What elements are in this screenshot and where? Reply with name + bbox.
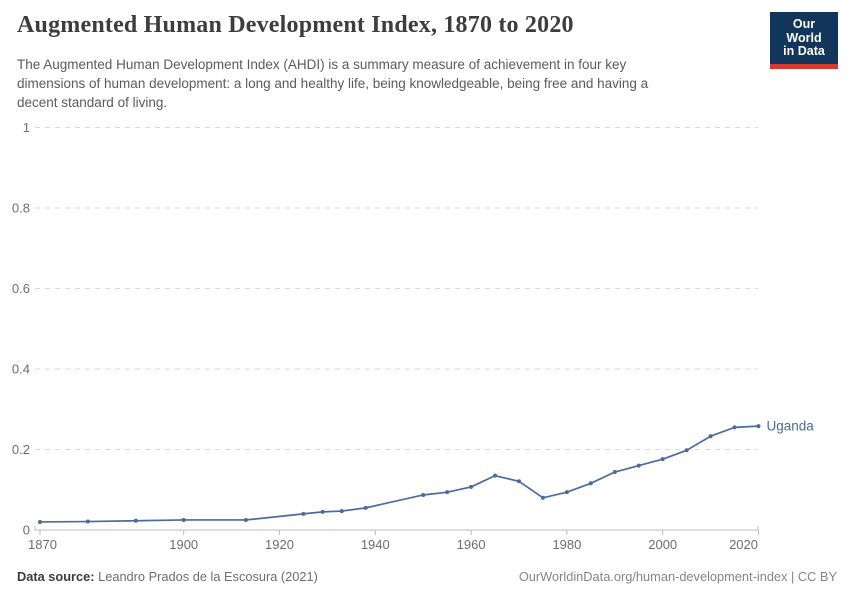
data-point: [243, 517, 248, 522]
data-point: [133, 518, 138, 523]
data-point: [564, 490, 569, 495]
data-point: [684, 448, 689, 453]
data-source-value: Leandro Prados de la Escosura (2021): [94, 569, 318, 584]
y-axis-label: 0.8: [12, 201, 30, 216]
data-point: [320, 509, 325, 514]
chart-subtitle: The Augmented Human Development Index (A…: [17, 55, 737, 112]
x-axis-label: 2020: [729, 537, 758, 552]
owid-url-link[interactable]: OurWorldinData.org/human-development-ind…: [518, 569, 837, 584]
data-point: [85, 519, 90, 524]
data-source-label: Data source:: [17, 569, 95, 584]
data-source: Data source: Leandro Prados de la Escosu…: [17, 569, 318, 584]
data-point: [445, 490, 450, 495]
owid-logo[interactable]: Our World in Data: [770, 12, 838, 69]
data-point: [588, 481, 593, 486]
data-point: [363, 505, 368, 510]
x-axis-label: 2000: [648, 537, 677, 552]
x-axis-label: 1900: [169, 537, 198, 552]
data-point: [732, 425, 737, 430]
data-line: [39, 425, 760, 523]
data-point: [636, 463, 641, 468]
y-axis-label: 0: [23, 523, 30, 538]
x-axis-label: 1960: [457, 537, 486, 552]
data-point: [181, 517, 186, 522]
subtitle-line: dimensions of human development: a long …: [17, 76, 649, 91]
data-point: [493, 473, 498, 478]
y-axis-label: 0.4: [12, 362, 30, 377]
data-point: [660, 457, 665, 462]
owid-logo-line1: Our World: [786, 17, 822, 45]
y-axis-label: 0.6: [12, 281, 30, 296]
x-axis-label: 1870: [28, 537, 57, 552]
x-axis-label: 1980: [552, 537, 581, 552]
data-point: [708, 434, 713, 439]
data-point: [612, 470, 617, 475]
owid-logo-line2: in Data: [783, 44, 825, 58]
chart-footer: Data source: Leandro Prados de la Escosu…: [17, 569, 837, 584]
x-axis-label: 1920: [265, 537, 294, 552]
data-point: [469, 484, 474, 489]
data-point: [301, 511, 306, 516]
y-axis-label: 0.2: [12, 442, 30, 457]
data-point: [540, 495, 545, 500]
data-point: [756, 424, 761, 429]
data-point: [517, 479, 521, 484]
y-axis-label: 1: [23, 120, 30, 135]
data-point: [421, 492, 426, 497]
data-point: [339, 509, 344, 514]
x-axis-label: 1940: [361, 537, 390, 552]
page-title: Augmented Human Development Index, 1870 …: [17, 12, 574, 38]
subtitle-line: The Augmented Human Development Index (A…: [17, 57, 627, 72]
subtitle-line: decent standard of living.: [17, 95, 168, 110]
series-end-label: Uganda: [767, 419, 815, 434]
data-point: [38, 519, 42, 524]
